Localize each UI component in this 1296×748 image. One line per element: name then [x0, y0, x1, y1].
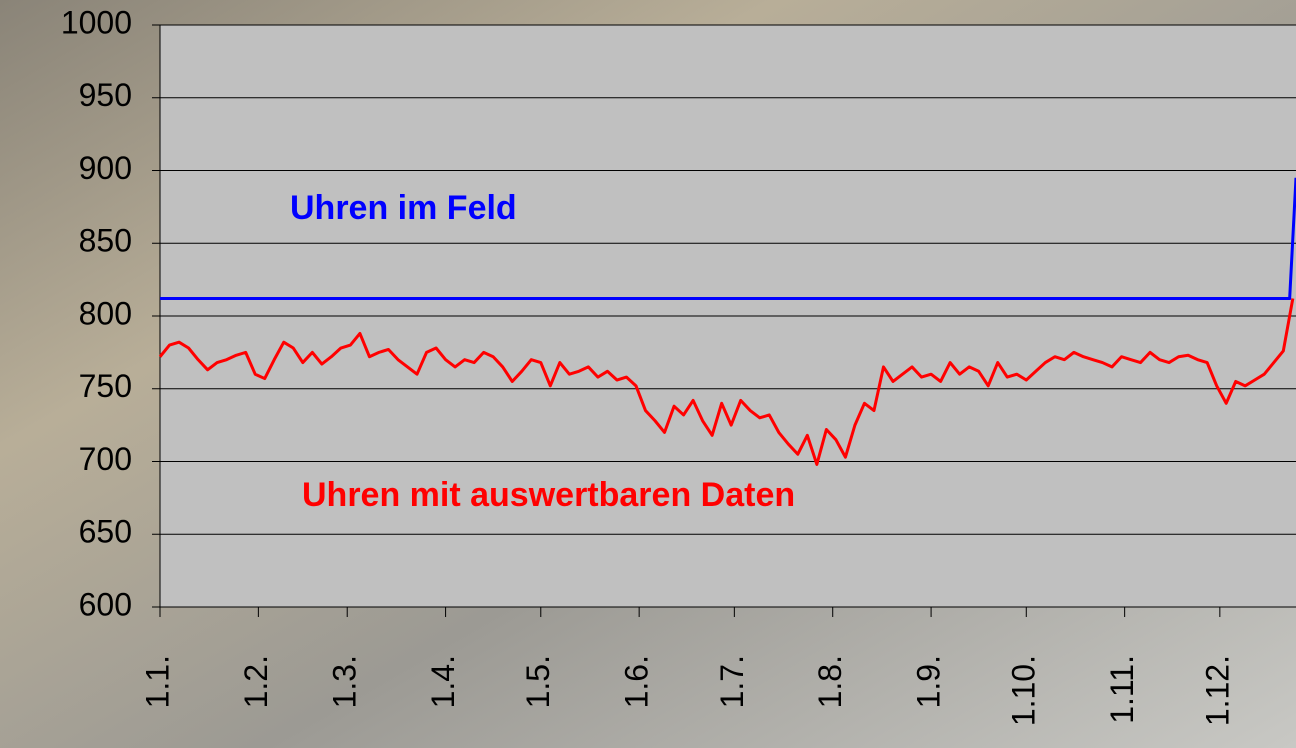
x-tick-label: 1.4. [425, 655, 461, 708]
y-tick-label: 650 [79, 514, 132, 550]
x-tick-label: 1.1. [139, 655, 175, 708]
x-tick-label: 1.12. [1199, 655, 1235, 726]
x-tick-label: 1.11. [1104, 655, 1140, 724]
y-tick-label: 950 [79, 77, 132, 113]
x-tick-label: 1.9. [911, 655, 947, 708]
chart: Uhren im Feld Uhren mit auswertbaren Dat… [0, 0, 1296, 748]
y-tick-label: 900 [79, 150, 132, 186]
annotation: Uhren mit auswertbaren Daten [302, 476, 795, 514]
x-tick-label: 1.2. [238, 655, 274, 708]
y-tick-label: 600 [79, 586, 132, 622]
x-tick-label: 1.10. [1006, 655, 1042, 726]
x-tick-label: 1.6. [619, 655, 655, 708]
y-tick-label: 1000 [61, 4, 132, 40]
y-tick-label: 700 [79, 441, 132, 477]
page: {"chart_data": {"type": "line", "xlim": … [0, 0, 1296, 748]
y-tick-label: 800 [79, 295, 132, 331]
annotation: Uhren im Feld [290, 189, 517, 227]
x-tick-label: 1.5. [520, 655, 556, 708]
y-tick-label: 750 [79, 368, 132, 404]
y-tick-label: 850 [79, 223, 132, 259]
x-tick-label: 1.7. [714, 655, 750, 708]
x-tick-label: 1.8. [812, 655, 848, 708]
x-tick-label: 1.3. [327, 655, 363, 708]
